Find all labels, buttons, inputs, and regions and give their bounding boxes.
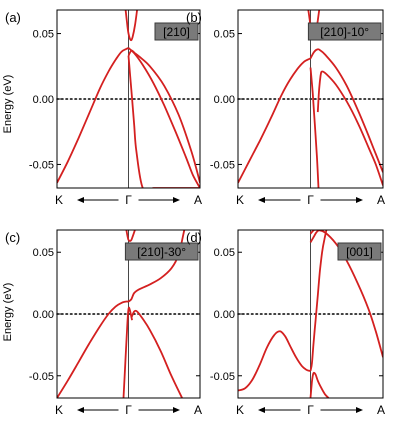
x-tick-label: K [55, 403, 63, 417]
arrow-right-head [356, 197, 363, 203]
band-series-group [57, 230, 186, 398]
band-line-5 [124, 10, 138, 42]
panel-label: (d) [186, 230, 202, 245]
panel-3: 0.05 0.00 -0.05 K Γ A (c) [210]-30° [5, 229, 202, 417]
band-series-group [238, 10, 383, 188]
band-line-2 [309, 48, 383, 173]
y-tick-label: -0.05 [29, 371, 54, 383]
band-line-5 [309, 230, 323, 243]
panel-label: (a) [5, 10, 21, 25]
x-tick-label: A [194, 403, 202, 417]
panel-2: 0.05 0.00 -0.05 K Γ A (b) [210]-10° [186, 9, 385, 207]
orientation-tag: [210]-30° [137, 245, 186, 259]
x-tick-label: Γ [125, 193, 132, 207]
arrow-right-head [356, 407, 363, 413]
band-line-3 [309, 371, 330, 398]
y-tick-label: 0.05 [33, 247, 54, 259]
arrow-right-head [173, 407, 180, 413]
panel-label: (b) [186, 10, 202, 25]
band-line-1 [57, 300, 129, 398]
arrow-left-head [258, 407, 265, 413]
band-line-3 [122, 306, 133, 398]
x-tick-label: K [55, 193, 63, 207]
x-tick-label: K [236, 403, 244, 417]
y-tick-label: 0.00 [33, 94, 54, 106]
band-line-5 [125, 230, 136, 242]
band-line-2 [127, 47, 200, 188]
y-tick-label: 0.05 [214, 29, 235, 41]
band-series-group [57, 10, 200, 188]
band-line-4 [130, 309, 183, 398]
x-tick-label: Γ [307, 193, 314, 207]
y-tick-label: -0.05 [210, 159, 235, 171]
orientation-tag: [210] [163, 25, 190, 39]
arrow-left-head [258, 197, 265, 203]
x-tick-label: A [194, 193, 202, 207]
orientation-tag-box [337, 242, 382, 261]
band-line-4 [316, 70, 383, 186]
y-axis-label-top: Energy (eV) [2, 75, 14, 134]
y-tick-label: 0.00 [214, 309, 235, 321]
band-line-3 [127, 55, 200, 188]
panel-label: (c) [5, 230, 20, 245]
x-tick-label: A [377, 403, 385, 417]
y-tick-label: -0.05 [29, 159, 54, 171]
panel-4: 0.05 0.00 -0.05 K Γ A (d) [001] [186, 229, 385, 417]
y-tick-label: 0.05 [33, 29, 54, 41]
x-tick-label: Γ [125, 403, 132, 417]
band-line-2 [309, 230, 328, 371]
arrow-left-head [77, 407, 84, 413]
x-tick-label: A [377, 193, 385, 207]
y-axis-label-bottom: Energy (eV) [2, 283, 14, 342]
x-tick-label: K [236, 193, 244, 207]
y-tick-label: -0.05 [210, 371, 235, 383]
orientation-tag: [210]-10° [320, 25, 369, 39]
y-tick-label: 0.00 [33, 309, 54, 321]
band-line-1 [238, 330, 311, 392]
orientation-tag-box [307, 22, 382, 41]
band-line-1 [57, 47, 129, 184]
orientation-tag: [001] [346, 245, 373, 259]
panel-1: 0.05 0.00 -0.05 K Γ A (a) [210] [5, 9, 202, 207]
band-line-1 [238, 57, 311, 184]
orientation-tag-box [154, 22, 199, 41]
band-line-2 [127, 230, 186, 303]
y-tick-label: 0.00 [214, 94, 235, 106]
arrow-left-head [77, 197, 84, 203]
orientation-tag-box [124, 242, 199, 261]
band-line-4 [127, 49, 200, 184]
band-line-3 [309, 67, 320, 188]
y-tick-label: 0.05 [214, 247, 235, 259]
x-tick-label: Γ [307, 403, 314, 417]
arrow-right-head [173, 197, 180, 203]
